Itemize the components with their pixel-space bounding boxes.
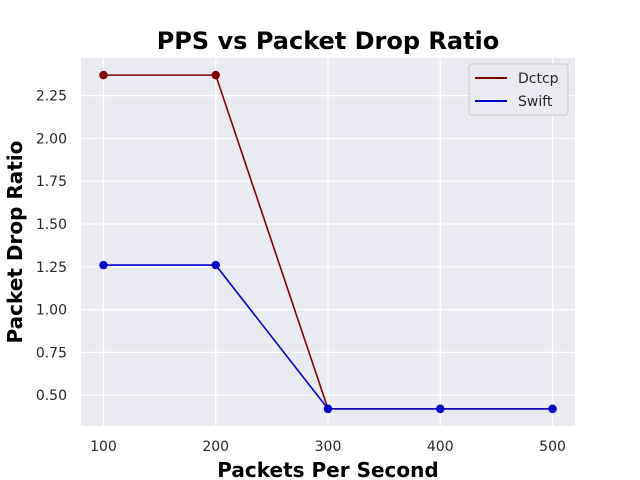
y-tick-label: 1.25 [36,260,67,276]
y-tick-label: 0.50 [36,388,67,404]
x-tick-label: 200 [202,439,229,455]
legend-box [468,63,569,116]
y-tick-label: 2.25 [36,89,67,105]
x-tick-label: 500 [539,439,566,455]
data-point-swift [99,260,108,270]
x-tick-label: 100 [90,439,117,455]
data-point-swift [323,404,333,414]
x-tick-label: 400 [427,439,454,455]
y-tick-label: 2.00 [36,131,67,147]
y-tick-label: 1.75 [36,174,67,190]
y-tick-label: 0.75 [36,345,67,361]
y-tick-label: 1.00 [36,303,67,319]
data-point-dctcp [99,70,108,80]
legend-label-dctcp: Dctcp [518,71,559,87]
y-axis-label: Packet Drop Ratio [3,141,27,344]
data-point-dctcp [211,70,220,80]
legend: Dctcp Swift [468,63,569,116]
x-axis-label: Packets Per Second [217,458,438,480]
chart-title: PPS vs Packet Drop Ratio [157,27,500,55]
x-tick-label: 300 [315,439,342,455]
data-point-swift [436,404,445,414]
series-layer [99,70,557,414]
grid [81,58,575,426]
y-tick-labels: 0.50 0.75 1.00 1.25 1.50 1.75 2.00 2.25 [36,89,67,405]
legend-label-swift: Swift [518,94,553,110]
data-point-swift [548,404,557,414]
y-tick-label: 1.50 [36,217,67,233]
x-tick-labels: 100 200 300 400 500 [90,439,566,455]
data-point-swift [211,260,220,270]
